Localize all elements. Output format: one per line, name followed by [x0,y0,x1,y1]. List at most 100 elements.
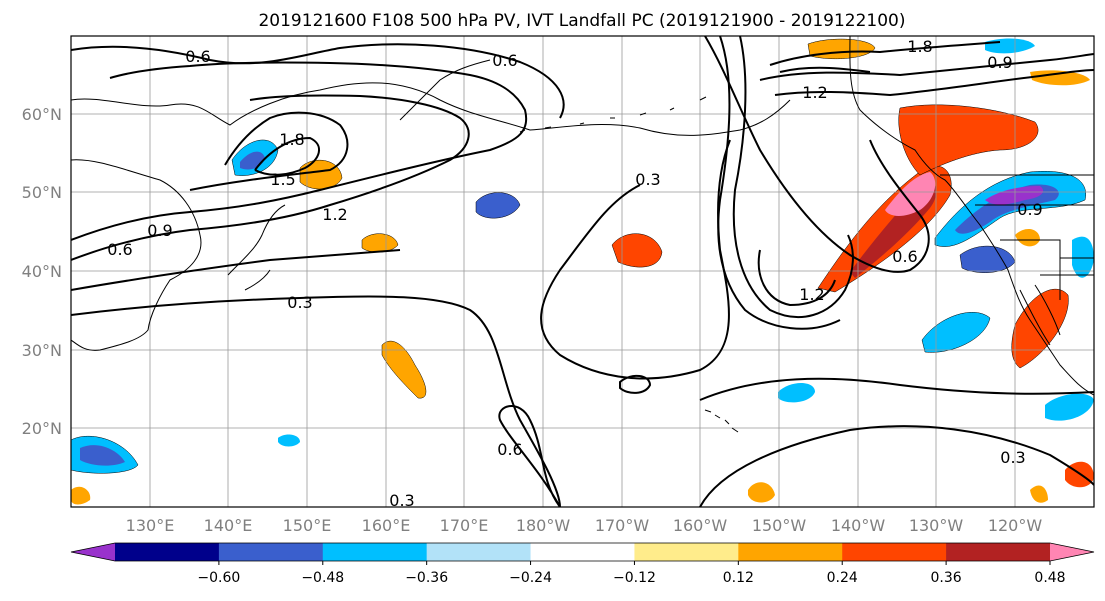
map-border [70,35,1095,508]
contour-label: 0.3 [389,491,414,510]
negative-west-tropic-core [80,445,125,466]
pv-contour-06-north [71,43,565,119]
colorbar-tick-label: 0.24 [827,570,858,586]
colorbar-tick-label: 0.36 [931,570,962,586]
positive-nw-pacific [361,233,399,253]
contour-label: 1.5 [270,170,295,189]
colorbar-extend-max [1050,543,1094,561]
negative-mexico-south [1045,393,1094,421]
positive-central-pacific [611,233,663,268]
colorbar-bin [946,543,1051,561]
lon-label: 150°E [283,516,332,535]
pv-contour-06-east [704,36,930,273]
colorbar-tick-label: −0.12 [613,570,656,586]
contour-label: 1.8 [907,37,932,56]
pv-contour-03-east [699,425,1094,507]
map-panel: 0.6 0.6 1.8 1.5 1.2 0.9 0.3 0.3 1.2 0.6 … [70,35,1095,510]
contour-label: 0.9 [987,53,1012,72]
positive-far-sw [71,486,91,505]
lon-label: 140°W [831,516,886,535]
lon-label: 170°E [440,516,489,535]
pv-contours [71,36,1094,507]
negative-pacific-northwest-peak [985,186,1044,205]
pv-contour-09-ne [774,69,1094,97]
lon-label: 120°W [988,516,1043,535]
colorbar-bin [426,543,532,561]
lon-label: 170°W [595,516,650,535]
state-borders [940,174,1094,300]
lat-label: 60°N [22,105,62,124]
lat-label: 40°N [22,262,62,281]
lat-label: 50°N [22,183,62,202]
pv-contour-12-east [732,36,854,319]
colorbar-bin [738,543,843,561]
lon-label: 140°E [204,516,253,535]
colorbar-extend-min [71,543,115,561]
contour-labels: 0.6 0.6 1.8 1.5 1.2 0.9 0.3 0.3 1.2 0.6 … [107,37,1042,510]
asia-coast [71,82,791,351]
pv-contour-06-south [498,405,561,507]
contour-label: 1.2 [799,285,824,304]
contour-label: 0.9 [147,221,172,240]
pv-contour-18-east [769,41,1001,66]
figure-title: 2019121600 F108 500 hPa PV, IVT Landfall… [258,11,905,31]
negative-offshore [921,312,991,353]
pv-contour-12-ne [759,53,1094,81]
pv-contour-12-west [71,94,470,261]
lon-label: 130°E [126,516,175,535]
pv-contour-09-east [717,36,841,330]
lon-labels: 130°E 140°E 150°E 160°E 170°E 180°W 170°… [126,516,1043,535]
coastlines [71,36,1094,433]
colorbar-bin [322,543,428,561]
negative-nw-pacific [475,192,521,219]
colorbar-bin [530,543,635,561]
positive-south-pacific [748,482,775,503]
positive-baja [1015,228,1040,247]
pv-contour-15 [189,111,349,191]
lat-label: 20°N [22,419,62,438]
contour-label: 0.6 [497,440,522,459]
lon-label: 180°W [516,516,571,535]
lat-label: 30°N [22,341,62,360]
contour-label: 0.6 [492,51,517,70]
lon-label: 150°W [752,516,807,535]
lon-label: 160°W [673,516,728,535]
lon-label: 160°E [362,516,411,535]
contour-label: 0.3 [1000,448,1025,467]
colorbar: −0.60 −0.48 −0.36 −0.24 −0.12 0.12 0.24 0.36 0.4… [70,542,1095,586]
colorbar-bin [634,543,739,561]
colorbar-tick-label: 0.48 [1034,570,1065,586]
lat-labels: 60°N 50°N 40°N 30°N 20°N [22,105,62,438]
gridlines [71,36,1094,507]
colorbar-tick-label: −0.48 [301,570,344,586]
contour-label: 0.6 [107,240,132,259]
positive-plume-peak [885,172,936,216]
contour-label: 0.3 [287,293,312,312]
negative-hawaii [778,383,815,403]
colorbar-bin [842,543,947,561]
negative-small-philippine [278,434,300,447]
pv-contour-12-inner [757,249,836,307]
contour-label: 0.3 [635,170,660,189]
positive-gulf-alaska [898,104,1039,176]
colorbar-bin [218,543,324,561]
contour-label: 0.6 [892,247,917,266]
contour-label: 1.2 [802,83,827,102]
positive-south-small [1030,485,1048,503]
positive-top-right [1030,70,1090,86]
kamchatka-coast [399,59,491,121]
pv-contour-03-south [71,295,561,507]
hawaii-islands [704,409,739,433]
contour-label: 0.6 [185,47,210,66]
contour-label: 1.8 [279,130,304,149]
contour-label: 1.2 [322,205,347,224]
baja-coast [1019,284,1061,346]
pv-contour-03-se [699,377,1094,401]
colorbar-tick-label: −0.60 [197,570,240,586]
pv-small-loop [619,374,652,394]
pv-contour-18 [254,136,320,176]
colorbar-outline [70,542,1095,562]
pv-contour-15-ne [779,66,871,73]
na-coast [849,36,1094,396]
